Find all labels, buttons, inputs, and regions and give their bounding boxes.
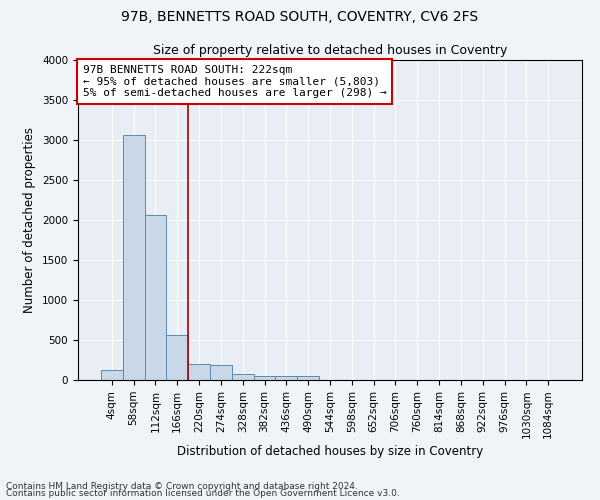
- Y-axis label: Number of detached properties: Number of detached properties: [23, 127, 37, 313]
- Bar: [232, 374, 254, 380]
- Bar: [210, 365, 232, 380]
- X-axis label: Distribution of detached houses by size in Coventry: Distribution of detached houses by size …: [177, 446, 483, 458]
- Bar: [123, 135, 145, 380]
- Bar: [275, 376, 297, 380]
- Text: Contains public sector information licensed under the Open Government Licence v3: Contains public sector information licen…: [6, 490, 400, 498]
- Bar: [188, 364, 210, 380]
- Bar: [166, 335, 188, 380]
- Text: 97B, BENNETTS ROAD SOUTH, COVENTRY, CV6 2FS: 97B, BENNETTS ROAD SOUTH, COVENTRY, CV6 …: [121, 10, 479, 24]
- Text: 97B BENNETTS ROAD SOUTH: 222sqm
← 95% of detached houses are smaller (5,803)
5% : 97B BENNETTS ROAD SOUTH: 222sqm ← 95% of…: [83, 65, 387, 98]
- Text: Contains HM Land Registry data © Crown copyright and database right 2024.: Contains HM Land Registry data © Crown c…: [6, 482, 358, 491]
- Bar: [101, 370, 123, 380]
- Bar: [145, 215, 166, 380]
- Title: Size of property relative to detached houses in Coventry: Size of property relative to detached ho…: [153, 44, 507, 58]
- Bar: [297, 376, 319, 380]
- Bar: [254, 376, 275, 380]
